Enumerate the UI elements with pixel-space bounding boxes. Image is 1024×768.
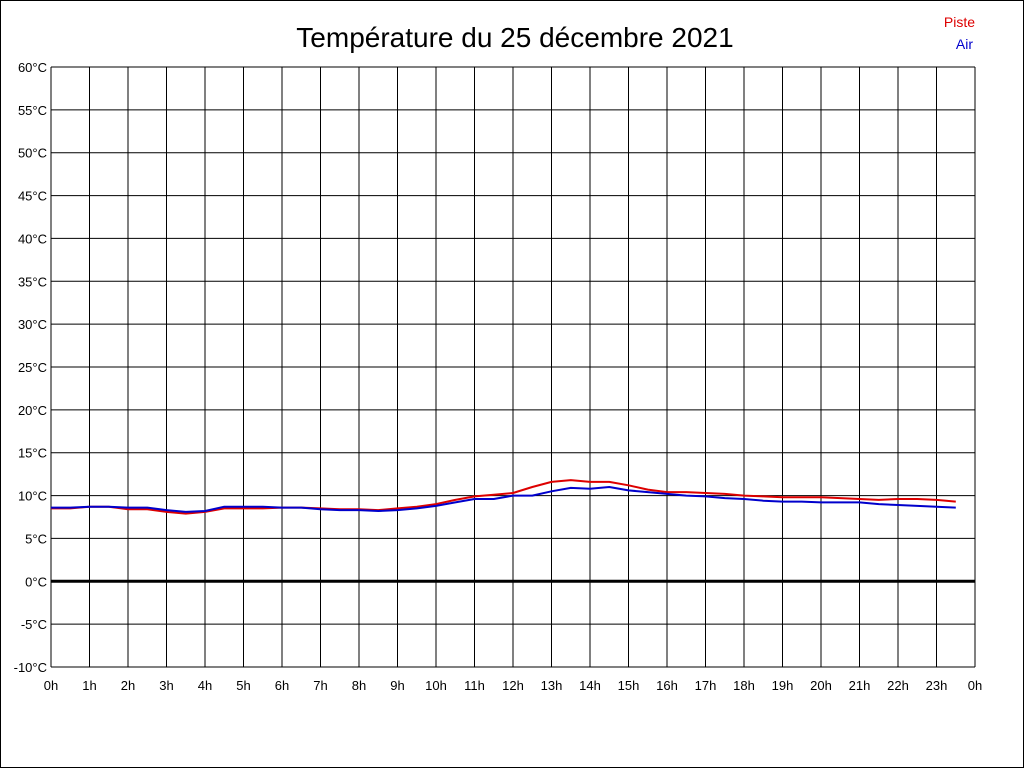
y-tick-label: 45°C	[18, 189, 47, 204]
y-tick-label: 35°C	[18, 274, 47, 289]
x-tick-label: 7h	[313, 678, 327, 693]
y-tick-label: 5°C	[25, 531, 47, 546]
chart-title: Température du 25 décembre 2021	[296, 22, 733, 53]
x-tick-label: 2h	[121, 678, 135, 693]
x-tick-label: 8h	[352, 678, 366, 693]
y-tick-label: 0°C	[25, 574, 47, 589]
x-tick-label: 1h	[82, 678, 96, 693]
x-tick-label: 21h	[849, 678, 871, 693]
x-tick-label: 0h	[44, 678, 58, 693]
y-tick-label: 50°C	[18, 146, 47, 161]
legend-air: Air	[956, 36, 973, 52]
x-tick-label: 3h	[159, 678, 173, 693]
y-tick-label: 30°C	[18, 317, 47, 332]
x-tick-label: 4h	[198, 678, 212, 693]
series-lines	[51, 479, 956, 515]
x-tick-label: 10h	[425, 678, 447, 693]
y-tick-label: 25°C	[18, 360, 47, 375]
x-tick-label: 12h	[502, 678, 524, 693]
x-tick-label: 22h	[887, 678, 909, 693]
x-axis-ticks: 0h 1h 2h 3h 4h 5h 6h 7h 8h 9h 10h 11h 12h 13h 14h 15h 16…	[44, 678, 982, 693]
x-tick-label: 16h	[656, 678, 678, 693]
x-tick-label: 23h	[926, 678, 948, 693]
x-tick-label: 20h	[810, 678, 832, 693]
y-tick-label: -5°C	[21, 617, 47, 632]
x-tick-label: 5h	[236, 678, 250, 693]
x-tick-label: 14h	[579, 678, 601, 693]
y-tick-label: 60°C	[18, 60, 47, 75]
x-tick-label: 19h	[772, 678, 794, 693]
y-tick-label: 40°C	[18, 231, 47, 246]
x-tick-label: 15h	[618, 678, 640, 693]
y-tick-label: 20°C	[18, 403, 47, 418]
x-tick-label: 0h	[968, 678, 982, 693]
y-tick-label: -10°C	[14, 660, 47, 675]
x-tick-label: 17h	[695, 678, 717, 693]
series-line-piste	[51, 479, 956, 515]
x-tick-label: 18h	[733, 678, 755, 693]
y-tick-label: 55°C	[18, 103, 47, 118]
legend-piste: Piste	[944, 14, 975, 30]
y-tick-label: 15°C	[18, 446, 47, 461]
x-tick-label: 9h	[390, 678, 404, 693]
y-axis-ticks: -10°C -5°C 0°C 5°C 10°C 15°C 20°C 25°C 30°C 35°C 4…	[14, 60, 47, 675]
y-tick-label: 10°C	[18, 489, 47, 504]
x-tick-label: 11h	[464, 678, 485, 693]
x-tick-label: 6h	[275, 678, 289, 693]
x-tick-label: 13h	[541, 678, 563, 693]
series-line-air	[51, 486, 956, 513]
grid	[50, 66, 976, 668]
